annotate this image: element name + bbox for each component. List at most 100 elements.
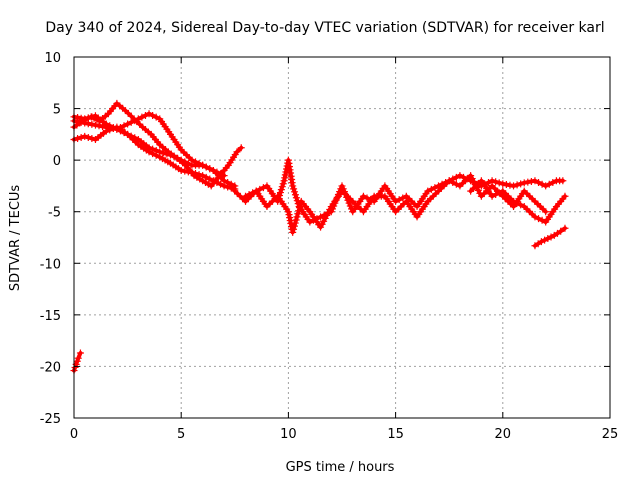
data-point (470, 178, 478, 186)
data-point (296, 204, 304, 212)
data-point (199, 161, 207, 169)
data-point (290, 185, 298, 193)
data-point (181, 158, 189, 166)
data-point (294, 210, 302, 218)
data-point (502, 181, 510, 189)
x-tick-label: 5 (177, 427, 185, 442)
data-point (74, 354, 82, 362)
data-point (427, 185, 435, 193)
data-point (145, 110, 153, 118)
data-point (320, 217, 328, 225)
data-point (141, 111, 149, 119)
data-point (392, 197, 400, 205)
series-track-7 (467, 177, 569, 226)
data-point (468, 175, 476, 183)
data-point (91, 121, 99, 129)
data-point (449, 178, 457, 186)
data-point (318, 220, 326, 228)
data-point (174, 154, 182, 162)
data-point (166, 151, 174, 159)
data-point (195, 160, 203, 168)
data-point (191, 158, 199, 166)
data-point (510, 197, 518, 205)
data-point (510, 182, 518, 190)
y-tick-label: -10 (40, 257, 61, 272)
data-point (557, 227, 565, 235)
gridlines (74, 57, 610, 418)
data-point (177, 156, 185, 164)
data-point (77, 133, 85, 141)
data-point (293, 213, 301, 221)
data-point (531, 177, 539, 185)
data-point (259, 184, 267, 192)
data-point (242, 192, 250, 200)
data-point (84, 114, 92, 122)
data-point (74, 114, 82, 122)
data-point (290, 225, 298, 233)
y-axis-label: SDTVAR / TECUs (8, 185, 23, 292)
y-tick-label: -25 (40, 412, 61, 427)
data-point (537, 238, 545, 246)
data-point (559, 177, 567, 185)
data-point (71, 363, 79, 371)
series-track-9 (70, 349, 84, 375)
data-point (544, 235, 552, 243)
data-point (399, 194, 407, 202)
data-point (285, 211, 293, 219)
data-point (282, 168, 290, 176)
series-track-5 (231, 156, 567, 226)
data-point (233, 148, 241, 156)
data-point (323, 211, 331, 219)
data-point (206, 175, 214, 183)
x-axis-label: GPS time / hours (286, 460, 395, 475)
data-point (317, 223, 325, 231)
data-point (84, 133, 92, 141)
data-point (292, 216, 300, 224)
data-point (102, 127, 110, 135)
data-point (431, 184, 439, 192)
data-point (295, 207, 303, 215)
data-point (495, 179, 503, 187)
data-point (99, 122, 107, 130)
data-point (74, 134, 82, 142)
data-point (177, 166, 185, 174)
data-point (474, 186, 482, 194)
data-point (531, 213, 539, 221)
data-point (159, 149, 167, 157)
data-point (395, 196, 403, 204)
data-point (95, 122, 103, 130)
data-point (542, 208, 550, 216)
data-point (363, 194, 371, 202)
data-point (220, 177, 228, 185)
data-point (170, 153, 178, 161)
y-tick-label: 0 (53, 154, 61, 169)
data-points (70, 99, 569, 375)
data-point (184, 160, 192, 168)
data-point (206, 165, 214, 173)
x-tick-label: 0 (70, 427, 78, 442)
data-point (527, 177, 535, 185)
data-point (127, 132, 135, 140)
series-track-4 (70, 110, 239, 190)
data-point (152, 147, 160, 155)
plot-frame (73, 56, 611, 419)
data-point (289, 182, 297, 190)
data-point (249, 189, 257, 197)
data-point (520, 179, 528, 187)
data-point (499, 180, 507, 188)
data-point (124, 130, 132, 138)
y-tick-label: -5 (48, 206, 61, 221)
data-point (134, 115, 142, 123)
data-point (321, 214, 329, 222)
data-point (256, 185, 264, 193)
data-point (306, 218, 314, 226)
data-point (245, 191, 253, 199)
data-point (485, 178, 493, 186)
data-point (280, 177, 288, 185)
data-point (524, 178, 532, 186)
data-point (281, 171, 289, 179)
data-point (549, 178, 557, 186)
data-point (113, 125, 121, 133)
data-point (535, 215, 543, 223)
data-point (145, 144, 153, 152)
